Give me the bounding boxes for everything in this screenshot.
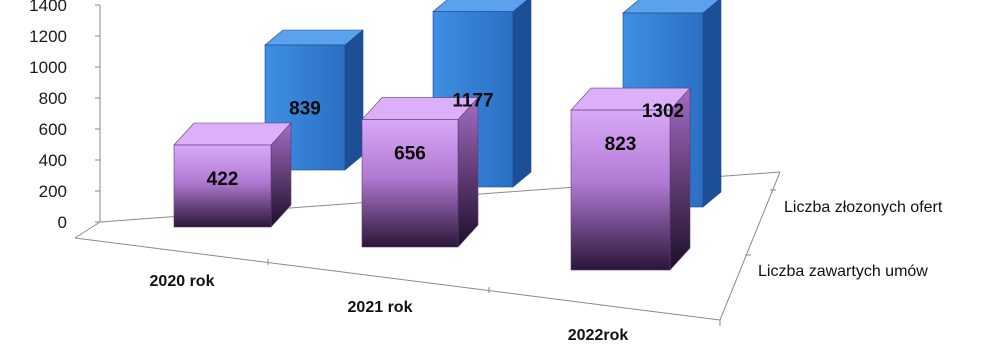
- bar-series-0: [264, 29, 364, 171]
- bar-series-1: [361, 96, 479, 248]
- x-category-label: 2021 rok: [348, 299, 413, 316]
- y-tick-label: 0: [58, 213, 67, 232]
- bar-side: [702, 0, 722, 208]
- bar-side: [512, 0, 532, 188]
- bar-front: [173, 144, 272, 228]
- series-axis-label: Liczba złozonych ofert: [784, 199, 943, 216]
- bar-series-1: [570, 87, 691, 271]
- floor-left-edge: [74, 221, 101, 239]
- bar-front: [361, 119, 459, 248]
- y-tick-label: 800: [39, 89, 67, 108]
- y-tick-label: 1200: [29, 27, 67, 46]
- y-tick-label: 1400: [29, 0, 67, 15]
- y-tick-label: 400: [39, 151, 67, 170]
- data-label-offers: 1177: [452, 90, 493, 111]
- data-label-contracts: 656: [394, 144, 426, 165]
- data-label-offers: 839: [289, 99, 321, 120]
- y-tick-label: 1000: [29, 58, 67, 77]
- bar-side: [344, 29, 364, 171]
- data-label-contracts: 823: [605, 134, 637, 155]
- data-label-contracts: 422: [207, 169, 239, 190]
- y-tick-label: 600: [39, 120, 67, 139]
- bar-top: [173, 122, 292, 146]
- series-axis-label: Liczba zawartych umów: [758, 263, 928, 280]
- x-category-label: 2022rok: [568, 327, 629, 344]
- data-label-offers: 1302: [642, 101, 684, 122]
- bar-side: [457, 96, 479, 248]
- floor-front-edge: [74, 237, 721, 321]
- bar-front: [570, 109, 671, 271]
- x-category-label: 2020 rok: [150, 273, 215, 290]
- y-tick-label: 200: [39, 182, 67, 201]
- floor-right-edge: [719, 171, 781, 321]
- bar-series-1: [173, 122, 292, 228]
